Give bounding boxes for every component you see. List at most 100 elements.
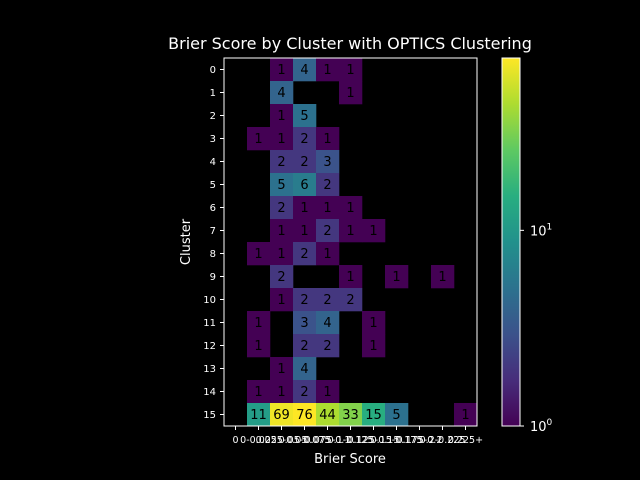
heatmap-cell	[247, 311, 271, 335]
cell-value-label: 4	[277, 86, 285, 101]
x-tick-label: 0	[232, 435, 238, 446]
cell-value-label: 2	[277, 270, 285, 285]
cell-value-label: 1	[300, 224, 308, 239]
heatmap-cell	[293, 403, 317, 427]
cell-value-label: 1	[254, 247, 262, 262]
x-tick-label: 0.1-0.125	[328, 435, 374, 446]
y-tick-label: 13	[203, 364, 216, 375]
heatmap-cell	[385, 403, 409, 427]
heatmap-cell	[316, 150, 340, 174]
heatmap-cell	[339, 288, 363, 312]
cell-value-label: 2	[300, 247, 308, 262]
heatmap-cell	[316, 173, 340, 197]
y-tick-label: 9	[210, 272, 216, 283]
heatmap-cell	[270, 242, 294, 266]
cell-value-label: 1	[254, 132, 262, 147]
heatmap-cell	[316, 242, 340, 266]
heatmap-cell	[293, 196, 317, 220]
cell-value-label: 1	[346, 201, 354, 216]
heatmap-cell	[316, 288, 340, 312]
cell-value-label: 1	[300, 201, 308, 216]
y-tick-label: 14	[203, 387, 216, 398]
heatmap-cell	[270, 127, 294, 151]
heatmap-cell	[316, 334, 340, 358]
heatmap-cell	[270, 173, 294, 197]
cell-value-label: 1	[323, 385, 331, 400]
cell-value-label: 1	[323, 201, 331, 216]
cell-value-label: 1	[277, 132, 285, 147]
y-tick-label: 0	[210, 65, 216, 76]
cell-value-label: 2	[277, 155, 285, 170]
heatmap-cell	[293, 219, 317, 243]
heatmap-cells: 1 4 1 14 11 51 1 2 12 2 35 6 22 1 1 11 1 2 1 11 1 2 12 1 1 11 2 2 21…	[247, 58, 478, 427]
y-tick-label: 1	[210, 88, 216, 99]
cell-value-label: 1	[369, 224, 377, 239]
heatmap-cell	[316, 380, 340, 404]
heatmap-cell	[431, 265, 455, 289]
y-tick-label: 3	[210, 134, 216, 145]
cell-value-label: 44	[319, 408, 336, 423]
cell-value-label: 11	[250, 408, 267, 423]
heatmap-cell	[293, 127, 317, 151]
heatmap-cell	[247, 242, 271, 266]
cell-value-label: 1	[346, 224, 354, 239]
cell-value-label: 2	[323, 178, 331, 193]
cell-value-label: 1	[346, 86, 354, 101]
cell-value-label: 2	[323, 224, 331, 239]
heatmap-cell	[362, 311, 386, 335]
cell-value-label: 1	[277, 362, 285, 377]
heatmap-cell	[270, 81, 294, 105]
x-axis-label: Brier Score	[314, 452, 386, 467]
heatmap-cell	[293, 380, 317, 404]
heatmap-cell	[270, 403, 294, 427]
heatmap-cell	[293, 150, 317, 174]
cell-value-label: 2	[346, 293, 354, 308]
heatmap-cell	[293, 104, 317, 128]
heatmap-cell	[293, 242, 317, 266]
cell-value-label: 4	[300, 362, 308, 377]
heatmap-cell	[247, 380, 271, 404]
x-tick-label: 0.075-0.1	[305, 435, 351, 446]
cell-value-label: 1	[254, 385, 262, 400]
heatmap-cell	[247, 334, 271, 358]
y-tick-label: 8	[210, 249, 216, 260]
heatmap-cell	[270, 104, 294, 128]
cell-value-label: 1	[277, 247, 285, 262]
y-axis-label: Cluster	[179, 218, 194, 265]
colorbar	[501, 57, 521, 427]
heatmap-cell	[247, 403, 271, 427]
y-tick-label: 15	[203, 410, 216, 421]
heatmap-cell	[293, 357, 317, 381]
cell-value-label: 1	[277, 293, 285, 308]
cell-value-label: 1	[461, 408, 469, 423]
heatmap-cell	[293, 173, 317, 197]
colorbar-ticks: 100 101	[520, 222, 553, 435]
cell-value-label: 15	[365, 408, 382, 423]
cell-value-label: 1	[346, 63, 354, 78]
cell-value-label: 1	[254, 316, 262, 331]
cell-value-label: 2	[323, 293, 331, 308]
cell-value-label: 1	[277, 385, 285, 400]
cell-value-label: 1	[277, 63, 285, 78]
heatmap-cell	[270, 219, 294, 243]
colorbar-tick-label: 101	[530, 222, 552, 239]
cell-value-label: 69	[273, 408, 290, 423]
cell-value-label: 1	[254, 339, 262, 354]
heatmap-cell	[339, 219, 363, 243]
heatmap-cell	[247, 127, 271, 151]
x-tick-label: 0.025-0.05	[256, 435, 308, 446]
cell-value-label: 2	[300, 293, 308, 308]
cell-value-label: 6	[300, 178, 308, 193]
y-tick-label: 12	[203, 341, 216, 352]
heatmap-cell	[362, 334, 386, 358]
heatmap-cell	[385, 265, 409, 289]
heatmap-cell	[293, 311, 317, 335]
colorbar-tick-label: 100	[530, 418, 553, 435]
heatmap-cell	[454, 403, 478, 427]
heatmap-cell	[362, 403, 386, 427]
heatmap-cell	[316, 196, 340, 220]
cell-value-label: 33	[342, 408, 359, 423]
cell-value-label: 5	[392, 408, 400, 423]
